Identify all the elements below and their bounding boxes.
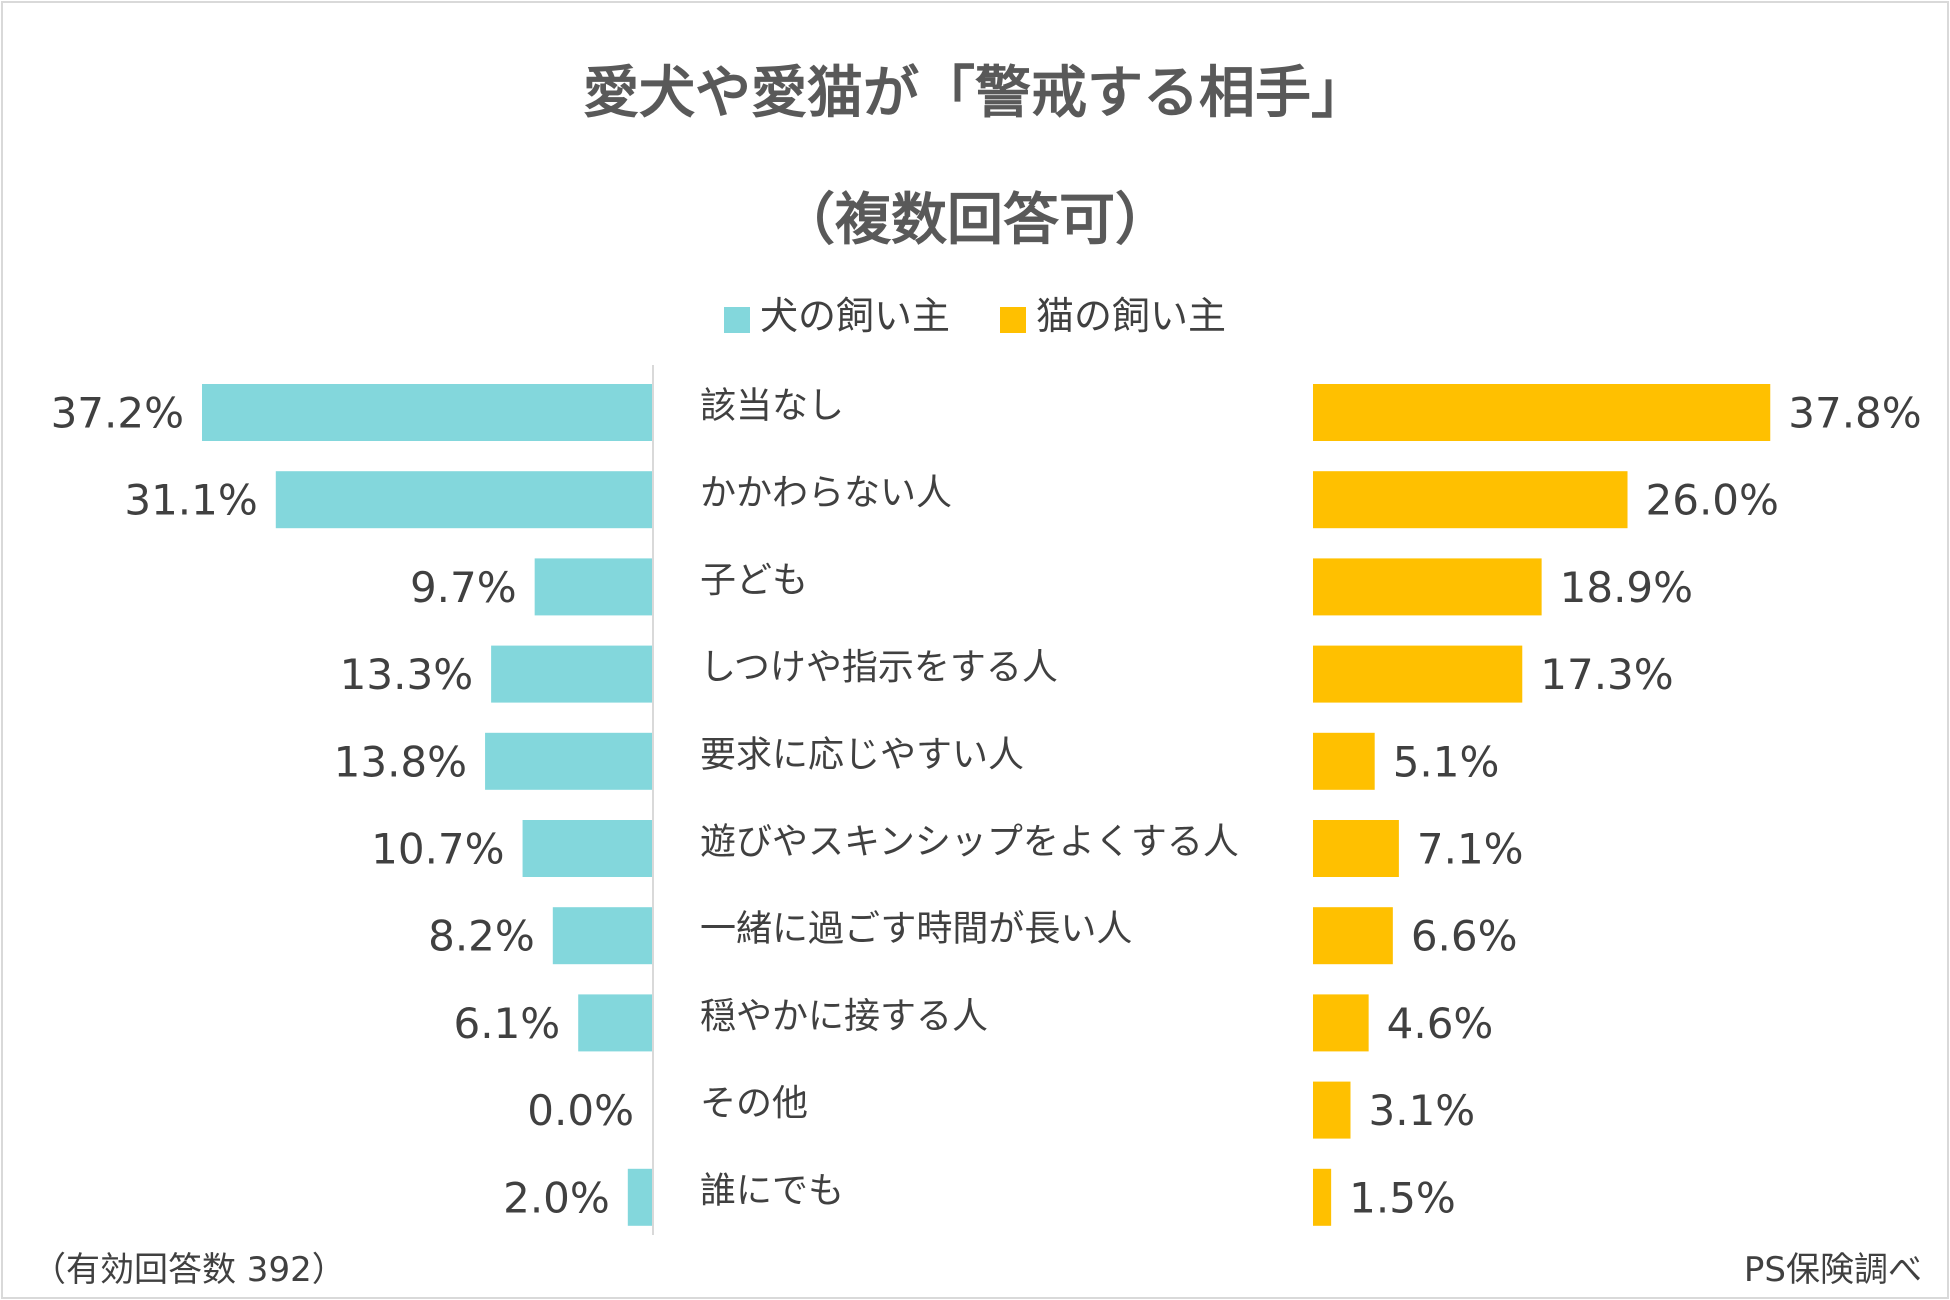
dog-bar bbox=[534, 558, 652, 616]
cat-bar bbox=[1313, 1168, 1332, 1226]
dog-value-label: 9.7% bbox=[410, 563, 517, 612]
dog-value-label: 0.0% bbox=[527, 1086, 634, 1135]
legend-label-cat: 猫の飼い主 bbox=[1036, 294, 1227, 338]
cat-value-label: 26.0% bbox=[1646, 476, 1779, 525]
dog-value-label: 2.0% bbox=[503, 1173, 610, 1222]
dog-value-label: 10.7% bbox=[371, 825, 504, 874]
dog-value-label: 37.2% bbox=[51, 389, 184, 438]
dog-value-label: 6.1% bbox=[454, 999, 561, 1048]
cat-bar bbox=[1313, 820, 1399, 877]
category-label: かかわらない人 bbox=[700, 473, 952, 514]
dog-bar bbox=[275, 471, 652, 529]
cat-value-label: 3.1% bbox=[1369, 1086, 1476, 1135]
cat-value-label: 1.5% bbox=[1349, 1173, 1456, 1222]
category-label: 一緒に過ごす時間が長い人 bbox=[700, 909, 1132, 950]
cat-bar bbox=[1313, 471, 1628, 529]
dog-value-label: 13.3% bbox=[340, 650, 473, 699]
category-label: 穏やかに接する人 bbox=[700, 996, 988, 1037]
cat-bar bbox=[1313, 907, 1393, 965]
dog-bar bbox=[522, 820, 652, 877]
dog-value-label: 31.1% bbox=[124, 476, 257, 525]
cat-bar bbox=[1313, 994, 1369, 1052]
legend-item-cat: 猫の飼い主 bbox=[1000, 285, 1226, 340]
category-label: 要求に応じやすい人 bbox=[700, 734, 1024, 775]
legend: 犬の飼い主 猫の飼い主 bbox=[0, 285, 1950, 340]
cat-value-label: 17.3% bbox=[1540, 650, 1673, 699]
category-label: 子ども bbox=[700, 560, 808, 601]
cat-bar bbox=[1313, 384, 1771, 441]
cat-bar bbox=[1313, 558, 1542, 616]
cat-value-label: 37.8% bbox=[1788, 389, 1921, 438]
dog-bar bbox=[485, 732, 652, 790]
cat-value-label: 4.6% bbox=[1387, 999, 1494, 1048]
dog-bar bbox=[552, 907, 652, 965]
chart-subtitle: （複数回答可） bbox=[779, 188, 1171, 253]
cat-value-label: 18.9% bbox=[1560, 563, 1693, 612]
sample-size-note: （有効回答数 392） bbox=[32, 1250, 346, 1290]
category-label: 該当なし bbox=[700, 386, 844, 427]
legend-swatch-cat bbox=[1000, 306, 1026, 333]
dog-bar bbox=[578, 994, 652, 1052]
legend-label-dog: 犬の飼い主 bbox=[759, 294, 950, 338]
dog-bar bbox=[627, 1168, 652, 1226]
dog-value-label: 8.2% bbox=[428, 912, 535, 961]
cat-bar bbox=[1313, 645, 1523, 703]
legend-swatch-dog bbox=[723, 306, 750, 333]
dog-value-label: 13.8% bbox=[334, 737, 467, 786]
category-label: 誰にでも bbox=[700, 1170, 844, 1211]
category-label: 遊びやスキンシップをよくする人 bbox=[700, 822, 1239, 863]
cat-value-label: 7.1% bbox=[1417, 825, 1524, 874]
source-note: PS保険調べ bbox=[1743, 1250, 1922, 1290]
dog-bar bbox=[202, 384, 652, 441]
cat-value-label: 5.1% bbox=[1393, 737, 1500, 786]
category-label: その他 bbox=[700, 1083, 808, 1124]
cat-bar bbox=[1313, 1081, 1351, 1139]
dog-bar bbox=[491, 645, 652, 703]
category-label: しつけや指示をする人 bbox=[700, 647, 1058, 688]
cat-value-label: 6.6% bbox=[1411, 912, 1518, 961]
legend-item-dog: 犬の飼い主 bbox=[723, 285, 950, 340]
chart-title: 愛犬や愛猫が「警戒する相手」 bbox=[583, 61, 1367, 126]
cat-bar bbox=[1313, 732, 1375, 790]
